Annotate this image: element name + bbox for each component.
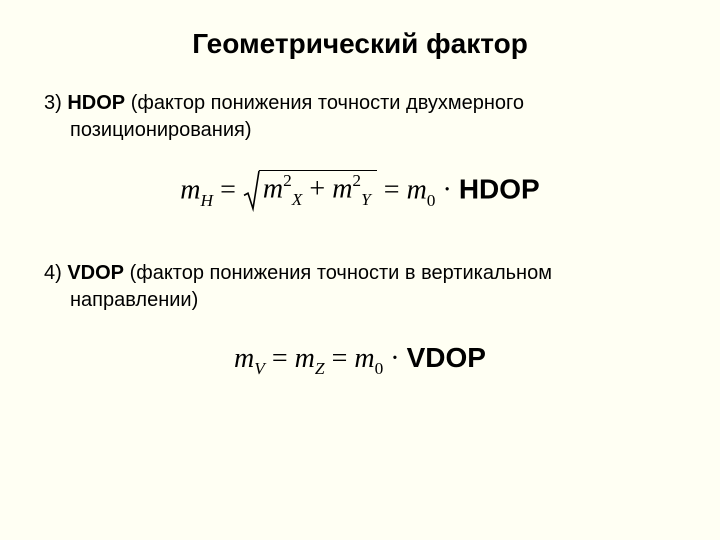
slide-title: Геометрический фактор	[44, 28, 676, 60]
sub-y: Y	[361, 190, 371, 209]
sqrt-sign-icon	[243, 170, 259, 210]
plus: +	[302, 173, 332, 204]
sup-2-y: 2	[352, 171, 361, 190]
var-m0-v: m	[354, 343, 374, 374]
sub-0: 0	[427, 191, 436, 210]
var-m-x: m	[263, 173, 283, 204]
formula-hdop: mH = m2X + m2Y = m0 · HDOP	[44, 172, 676, 212]
item-3-term: HDOP	[67, 92, 125, 114]
eq-3: =	[265, 343, 295, 374]
sqrt: m2X + m2Y	[243, 170, 377, 210]
item-4-text: 4) VDOP (фактор понижения точности в вер…	[44, 260, 676, 314]
eq-4: =	[325, 343, 355, 374]
item-3-number: 3)	[44, 92, 67, 114]
item-4-number: 4)	[44, 262, 67, 284]
var-mv: m	[234, 343, 254, 374]
var-m: m	[180, 174, 200, 205]
var-m0: m	[407, 174, 427, 205]
sub-0-v: 0	[375, 359, 384, 378]
var-m-y: m	[332, 173, 352, 204]
item-3-desc-line1: (фактор понижения точности двухмерного	[125, 92, 524, 114]
label-vdop: VDOP	[407, 342, 486, 373]
sub-x: X	[292, 190, 303, 209]
sub-z: Z	[315, 359, 325, 378]
slide: Геометрический фактор 3) HDOP (фактор по…	[0, 0, 720, 378]
sub-v: V	[254, 359, 265, 378]
sub-h: H	[201, 191, 214, 210]
item-4-desc-line1: (фактор понижения точности в вертикально…	[124, 262, 552, 284]
item-4-term: VDOP	[67, 262, 124, 284]
dot-v: ·	[383, 343, 406, 374]
item-3-desc-line2: позиционирования)	[44, 117, 676, 144]
eq-2: =	[377, 174, 407, 205]
eq-1: =	[213, 174, 243, 205]
sup-2-x: 2	[283, 171, 292, 190]
label-hdop: HDOP	[459, 173, 540, 204]
var-mz: m	[295, 343, 315, 374]
formula-vdop: mV = mZ = m0 · VDOP	[44, 342, 676, 379]
item-3-text: 3) HDOP (фактор понижения точности двухм…	[44, 90, 676, 144]
dot: ·	[435, 174, 458, 205]
sqrt-body: m2X + m2Y	[259, 170, 377, 210]
item-4-desc-line2: направлении)	[44, 287, 676, 314]
